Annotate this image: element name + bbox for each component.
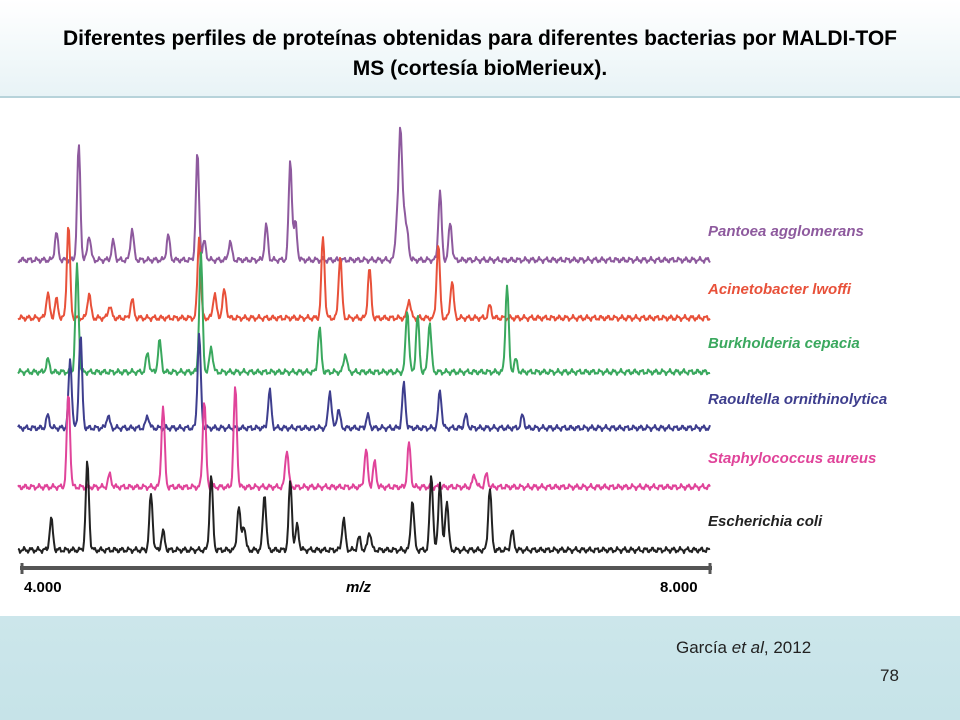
citation-author: García: [676, 638, 732, 657]
x-axis-label: m/z: [346, 579, 372, 596]
spectrum-trace-acinetobacter-lwoffi: [17, 226, 711, 323]
x-tick-label-end: 8.000: [660, 579, 698, 596]
page-number: 78: [880, 666, 899, 685]
citation-year: , 2012: [763, 638, 812, 657]
species-label-escherichia-coli: Escherichia coli: [708, 513, 823, 530]
species-labels: Pantoea agglomerans Acinetobacter lwoffi B…: [707, 223, 887, 530]
species-label-staphylococcus-aureus: Staphylococcus aureus: [708, 450, 876, 467]
spectra-traces: [17, 126, 711, 555]
spectra-figure: Pantoea agglomerans Acinetobacter lwoffi B…: [0, 98, 960, 616]
maldi-spectra-chart: Pantoea agglomerans Acinetobacter lwoffi B…: [17, 126, 887, 596]
spectrum-trace-raoultella-ornithinolytica: [17, 332, 711, 433]
slide-header: Diferentes perfiles de proteínas obtenid…: [0, 0, 960, 98]
spectrum-trace-staphylococcus-aureus: [17, 386, 711, 492]
citation-etal: et al: [731, 638, 764, 657]
citation: García et al, 2012: [676, 638, 811, 658]
slide-title: Diferentes perfiles de proteínas obtenid…: [63, 27, 897, 80]
spectrum-trace-pantoea-agglomerans: [17, 126, 711, 265]
x-tick-label-start: 4.000: [24, 579, 62, 596]
species-label-raoultella-ornithinolytica: Raoultella ornithinolytica: [708, 391, 887, 408]
spectrum-trace-escherichia-coli: [17, 460, 711, 555]
species-label-burkholderia-cepacia: Burkholderia cepacia: [708, 335, 860, 352]
species-label-pantoea-agglomerans: Pantoea agglomerans: [708, 223, 864, 240]
spectrum-trace-burkholderia-cepacia: [17, 251, 711, 377]
species-label-acinetobacter-lwoffi: Acinetobacter lwoffi: [707, 281, 852, 298]
